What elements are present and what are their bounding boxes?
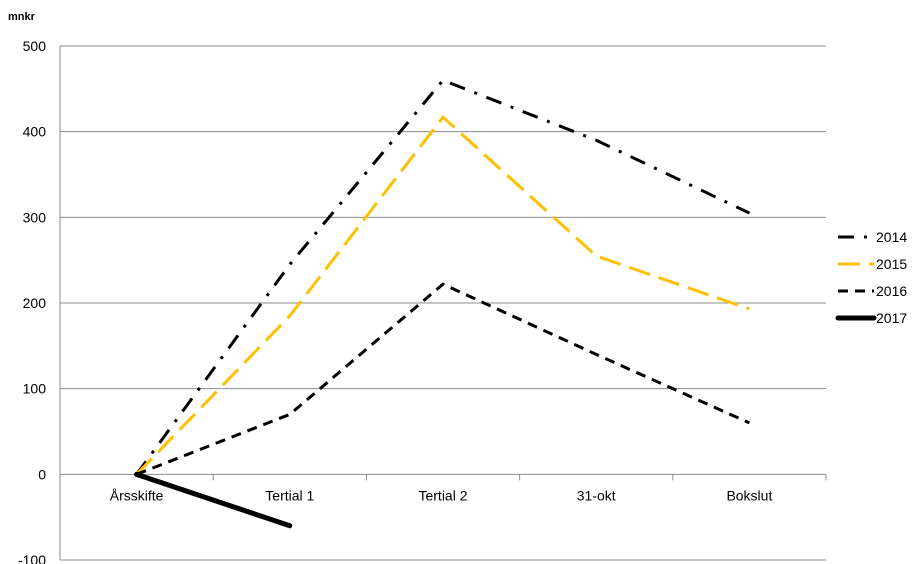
series-lines	[134, 78, 751, 529]
y-tick-label: 200	[23, 295, 47, 311]
y-tick-label: 300	[23, 209, 47, 225]
legend: 2014 2015 2016 2017	[835, 229, 907, 326]
legend-label-2014: 2014	[876, 229, 907, 245]
x-tick-label: Tertial 2	[418, 487, 467, 503]
y-tick-label: -100	[18, 552, 46, 564]
y-tick-label: 500	[23, 38, 47, 54]
y-tick-label: 400	[23, 124, 47, 140]
series-line-2017	[134, 471, 293, 529]
x-tick-labels: Årsskifte Tertial 1 Tertial 2 31-okt Bokslut	[59, 474, 827, 503]
y-tick-label: 0	[38, 466, 46, 482]
y-unit-label: mnkr	[8, 11, 36, 23]
x-tick-label: Tertial 1	[265, 487, 314, 503]
y-tick-labels: -100 0 100 200 300 400 500	[18, 38, 46, 564]
gridlines	[60, 45, 826, 561]
y-tick-label: 100	[23, 381, 47, 397]
legend-label-2017: 2017	[876, 310, 907, 326]
legend-label-2015: 2015	[876, 256, 907, 272]
x-tick-label: Bokslut	[726, 487, 772, 503]
series-line-2014	[135, 78, 751, 476]
series-line-2015	[135, 115, 750, 476]
x-tick-label: 31-okt	[577, 487, 616, 503]
legend-label-2016: 2016	[876, 283, 907, 299]
x-tick-label: Årsskifte	[110, 487, 164, 503]
